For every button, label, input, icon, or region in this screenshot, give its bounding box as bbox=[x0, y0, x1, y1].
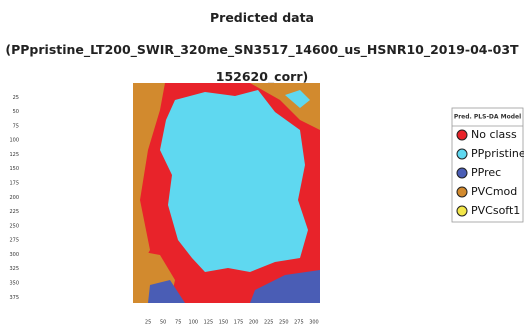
map-region bbox=[285, 90, 310, 108]
chart-subtitle: (PPpristine_LT200_SWIR_320me_SN3517_1460… bbox=[5, 42, 519, 84]
y-tick-label: 125 bbox=[9, 152, 19, 158]
x-tick-label: 175 bbox=[234, 320, 244, 324]
y-tick-label: 350 bbox=[9, 281, 19, 287]
x-tick-label: 50 bbox=[160, 320, 166, 324]
y-tick-label: 175 bbox=[9, 181, 19, 187]
x-tick-label: 25 bbox=[145, 320, 151, 324]
map-region bbox=[148, 280, 185, 303]
legend-label: PVCmod bbox=[471, 185, 517, 198]
x-tick-label: 300 bbox=[309, 320, 319, 324]
x-tick-label: 275 bbox=[294, 320, 304, 324]
y-tick-label: 375 bbox=[9, 295, 19, 301]
y-tick-label: 250 bbox=[9, 223, 19, 229]
x-tick-label: 100 bbox=[189, 320, 199, 324]
map-region bbox=[133, 83, 165, 280]
x-tick-label: 150 bbox=[219, 320, 229, 324]
map-region bbox=[160, 90, 308, 272]
y-tick-label: 225 bbox=[9, 209, 19, 215]
y-tick-label: 275 bbox=[9, 238, 19, 244]
legend-label: PVCsoft1 bbox=[471, 204, 520, 217]
x-tick-label: 75 bbox=[175, 320, 181, 324]
x-tick-label: 125 bbox=[204, 320, 214, 324]
legend-marker bbox=[456, 148, 468, 160]
legend-marker bbox=[456, 205, 468, 217]
legend-title: Pred. PLS-DA Model bbox=[454, 114, 521, 121]
y-tick-label: 75 bbox=[13, 123, 19, 129]
y-tick-label: 200 bbox=[9, 195, 19, 201]
legend-label: No class bbox=[471, 128, 517, 141]
y-tick-label: 150 bbox=[9, 166, 19, 172]
legend-marker bbox=[456, 167, 468, 179]
x-tick-label: 200 bbox=[249, 320, 259, 324]
legend-label: PPpristine bbox=[471, 147, 524, 160]
x-tick-label: 225 bbox=[264, 320, 274, 324]
chart-title: Predicted data bbox=[210, 10, 314, 25]
legend-marker bbox=[456, 129, 468, 141]
legend-label: PPrec bbox=[471, 166, 501, 179]
classification-map bbox=[133, 83, 320, 303]
y-tick-label: 325 bbox=[9, 266, 19, 272]
y-tick-label: 25 bbox=[13, 95, 19, 101]
x-tick-label: 250 bbox=[279, 320, 289, 324]
map-region bbox=[250, 270, 320, 303]
y-tick-label: 300 bbox=[9, 252, 19, 258]
y-tick-label: 50 bbox=[13, 109, 19, 115]
legend-box bbox=[451, 107, 524, 223]
legend: Pred. PLS-DA Model bbox=[451, 107, 524, 223]
y-tick-label: 100 bbox=[9, 138, 19, 144]
legend-marker bbox=[456, 186, 468, 198]
